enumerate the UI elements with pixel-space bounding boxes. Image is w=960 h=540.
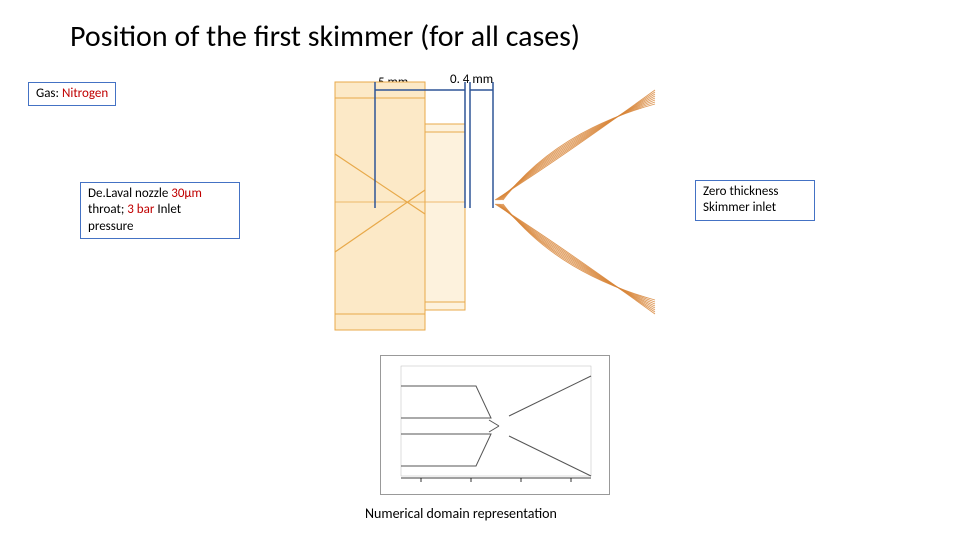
nozzle-text-2b: 3 bar: [127, 202, 157, 217]
nozzle-label-box: De.Laval nozzle 30μm throat; 3 bar Inlet…: [80, 182, 240, 239]
nozzle-text-1b: 30μm: [171, 186, 202, 201]
sub-diagram-frame: [380, 355, 610, 495]
skimmer-text-2: Skimmer inlet: [703, 200, 776, 215]
sub-diagram-caption: Numerical domain representation: [365, 505, 557, 522]
skimmer-label-box: Zero thickness Skimmer inlet: [695, 180, 815, 221]
nozzle-text-2c: Inlet: [157, 202, 181, 217]
gas-label-box: Gas: Nitrogen: [28, 82, 116, 106]
nozzle-text-1a: De.Laval nozzle: [88, 186, 171, 201]
nozzle-text-3: pressure: [88, 219, 134, 234]
main-diagram: [325, 72, 665, 332]
skimmer-text-1: Zero thickness: [703, 184, 779, 199]
gas-label-value: Nitrogen: [62, 86, 108, 101]
nozzle-text-2a: throat;: [88, 202, 127, 217]
page-title: Position of the first skimmer (for all c…: [70, 18, 580, 55]
sub-diagram: [381, 356, 611, 496]
gas-label-prefix: Gas:: [36, 86, 62, 101]
